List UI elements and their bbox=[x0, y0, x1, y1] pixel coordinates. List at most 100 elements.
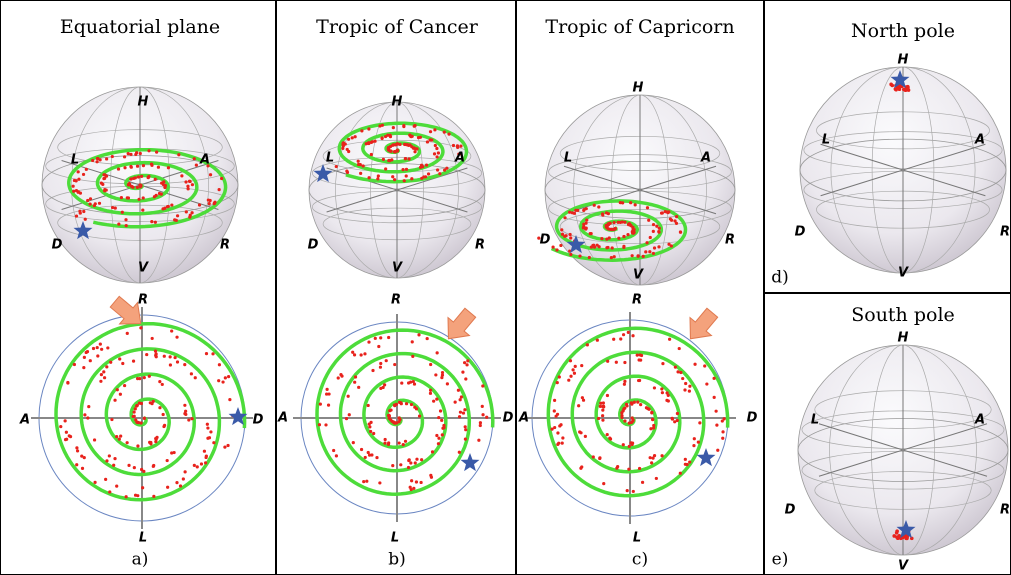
sample-dot bbox=[434, 373, 437, 376]
sample-dot bbox=[561, 436, 564, 439]
sample-dot bbox=[384, 167, 387, 170]
sample-dot bbox=[98, 202, 101, 205]
sample-dot bbox=[673, 219, 676, 222]
sample-dot bbox=[637, 255, 640, 258]
sample-dot bbox=[590, 232, 593, 235]
sample-dot bbox=[209, 199, 212, 202]
sample-dot bbox=[404, 440, 407, 443]
sample-dot bbox=[89, 202, 92, 205]
sample-dot bbox=[411, 340, 414, 343]
sample-dot bbox=[464, 425, 467, 428]
sample-dot bbox=[617, 237, 620, 240]
sample-dot bbox=[96, 346, 99, 349]
sample-dot bbox=[384, 438, 387, 441]
sample-dot bbox=[345, 169, 348, 172]
sphere-label: H bbox=[633, 81, 644, 96]
sample-dot bbox=[457, 389, 460, 392]
sample-dot bbox=[712, 377, 715, 380]
sample-dot bbox=[226, 444, 229, 447]
sample-dot bbox=[632, 226, 635, 229]
sample-dot bbox=[430, 476, 433, 479]
sample-dot bbox=[684, 382, 687, 385]
sample-dot bbox=[650, 461, 653, 464]
sample-dot bbox=[556, 413, 559, 416]
sample-dot bbox=[115, 485, 118, 488]
sample-dot bbox=[427, 172, 430, 175]
sample-dot bbox=[367, 127, 370, 130]
sample-dot bbox=[147, 175, 150, 178]
sample-dot bbox=[75, 179, 78, 182]
sample-dot bbox=[103, 376, 106, 379]
sample-dot bbox=[379, 366, 382, 369]
sample-dot bbox=[209, 173, 212, 176]
sample-dot bbox=[586, 343, 589, 346]
sample-dot bbox=[184, 470, 187, 473]
sample-dot bbox=[569, 236, 572, 239]
sample-dot bbox=[113, 399, 116, 402]
sphere-label: V bbox=[898, 266, 909, 281]
sample-dot bbox=[679, 371, 682, 374]
sample-dot bbox=[564, 234, 567, 237]
sample-dot bbox=[461, 370, 464, 373]
sample-dot bbox=[560, 228, 563, 231]
sample-dot bbox=[360, 129, 363, 132]
sample-dot bbox=[91, 159, 94, 162]
sample-dot bbox=[576, 209, 579, 212]
sample-dot bbox=[638, 379, 641, 382]
sample-dot bbox=[387, 159, 390, 162]
sample-dot bbox=[606, 227, 609, 230]
sample-dot bbox=[318, 423, 321, 426]
sample-dot bbox=[684, 458, 687, 461]
sample-dot bbox=[705, 382, 708, 385]
sample-dot bbox=[105, 188, 108, 191]
sample-dot bbox=[601, 419, 604, 422]
sample-dot bbox=[596, 339, 599, 342]
sample-dot bbox=[143, 376, 146, 379]
sample-dot bbox=[127, 464, 130, 467]
sample-dot bbox=[426, 140, 429, 143]
sample-dot bbox=[180, 174, 183, 177]
sample-dot bbox=[124, 218, 127, 221]
sample-dot bbox=[674, 366, 677, 369]
sample-dot bbox=[669, 217, 672, 220]
sample-dot bbox=[183, 404, 186, 407]
sample-dot bbox=[382, 158, 385, 161]
panel-caption: c) bbox=[632, 550, 648, 570]
sample-dot bbox=[368, 454, 371, 457]
sample-dot bbox=[437, 416, 440, 419]
sample-dot bbox=[170, 203, 173, 206]
sample-dot bbox=[556, 431, 559, 434]
sample-dot bbox=[345, 417, 348, 420]
sample-dot bbox=[126, 441, 129, 444]
sample-dot bbox=[407, 381, 410, 384]
sample-dot bbox=[410, 403, 413, 406]
spiral bbox=[317, 330, 493, 494]
sample-dot bbox=[434, 144, 437, 147]
sample-dot bbox=[162, 413, 165, 416]
sample-dot bbox=[452, 144, 455, 147]
sample-dot bbox=[223, 446, 226, 449]
sample-dot bbox=[622, 235, 625, 238]
sample-dot bbox=[583, 208, 586, 211]
polar-label: R bbox=[138, 293, 148, 308]
sample-dot bbox=[394, 150, 397, 153]
sample-dot bbox=[715, 424, 718, 427]
sample-dot bbox=[136, 165, 139, 168]
sample-dot bbox=[160, 193, 163, 196]
sample-dot bbox=[136, 494, 139, 497]
sample-dot bbox=[220, 177, 223, 180]
sample-dot bbox=[100, 348, 103, 351]
sample-dot bbox=[620, 414, 623, 417]
sample-dot bbox=[622, 407, 625, 410]
sample-dot bbox=[439, 409, 442, 412]
sample-dot bbox=[75, 214, 78, 217]
sample-dot bbox=[362, 164, 365, 167]
sample-dot bbox=[651, 418, 654, 421]
sample-dot bbox=[163, 186, 166, 189]
sample-dot bbox=[569, 233, 572, 236]
sample-dot bbox=[104, 478, 107, 481]
sample-dot bbox=[81, 467, 84, 470]
sample-dot bbox=[598, 457, 601, 460]
sample-dot bbox=[555, 248, 558, 251]
sample-dot bbox=[206, 426, 209, 429]
